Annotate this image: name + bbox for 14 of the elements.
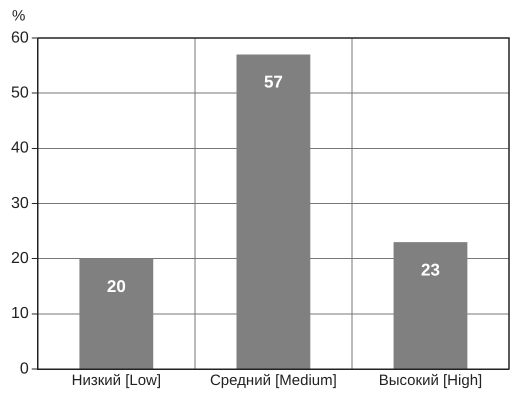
y-tick-label: 50	[11, 84, 29, 102]
x-tick-label: Средний [Medium]	[210, 372, 337, 390]
y-tick-label: 40	[11, 140, 29, 157]
data-label: 20	[106, 276, 126, 296]
y-tick-label: 30	[11, 194, 29, 212]
x-tick-label: Низкий [Low]	[72, 372, 162, 390]
data-label: 57	[264, 72, 283, 92]
data-label: 23	[421, 260, 440, 280]
y-tick-label: 10	[11, 305, 29, 322]
y-tick-label: 0	[20, 360, 29, 378]
y-tick-label: 60	[11, 29, 29, 46]
y-tick-label: 20	[11, 250, 29, 268]
y-axis-title: %	[12, 8, 26, 25]
x-tick-label: Высокий [High]	[378, 372, 482, 390]
